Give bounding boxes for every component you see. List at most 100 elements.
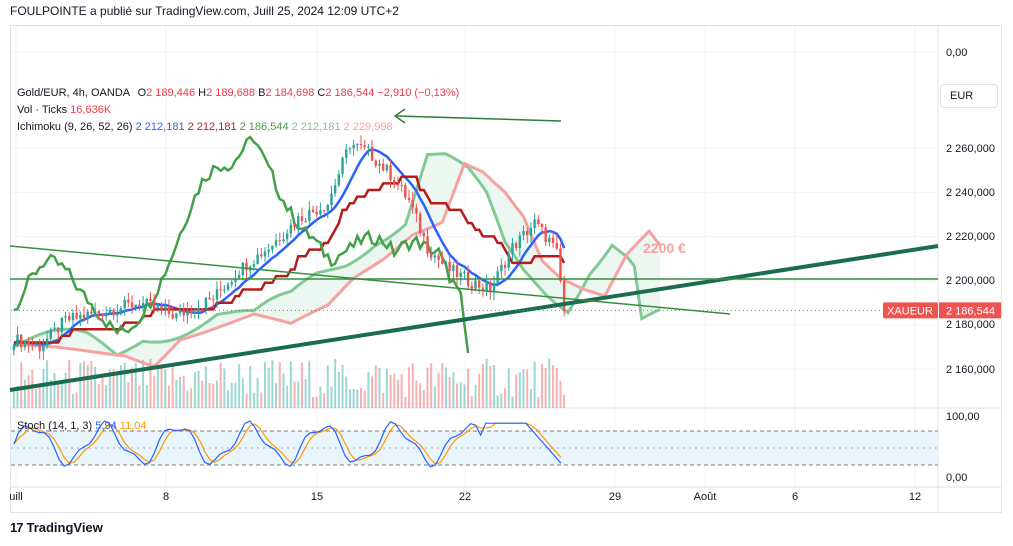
candle-body	[27, 341, 30, 346]
span-a-line	[13, 152, 661, 357]
candle-body	[411, 200, 414, 208]
candle-body	[38, 344, 41, 352]
volume-bar	[138, 385, 141, 408]
candle-body	[304, 220, 307, 222]
legend-stoch-row[interactable]: Stoch (14, 1, 3) 5,94 11,04	[17, 419, 146, 433]
candle-body	[223, 289, 226, 291]
legend-volume-value: 16,636K	[70, 104, 112, 116]
ich-span-b-value: 2 229,998	[343, 121, 393, 133]
currency-button[interactable]: EUR	[940, 84, 998, 108]
volume-bar	[470, 396, 473, 408]
volume-bar	[382, 392, 385, 408]
volume-bar	[526, 369, 529, 408]
volume-bar	[245, 393, 248, 408]
volume-bar	[496, 395, 499, 408]
volume-bar	[337, 371, 340, 408]
volume-bar	[97, 384, 100, 408]
volume-bar	[260, 392, 263, 408]
volume-bar	[256, 377, 259, 408]
candle-body	[141, 303, 145, 307]
volume-bar	[31, 369, 34, 408]
candle-body	[274, 240, 278, 246]
volume-bar	[234, 382, 237, 408]
volume-bars	[12, 358, 566, 408]
candle-body	[496, 271, 499, 284]
candle-body	[212, 299, 215, 301]
stoch-y-tick-label: 0,00	[946, 472, 967, 484]
volume-bar	[182, 376, 185, 408]
volume-bar	[315, 396, 318, 408]
stoch-d-line	[13, 422, 562, 465]
volume-bar	[411, 363, 414, 408]
volume-bar	[112, 369, 115, 408]
candle-body	[455, 265, 459, 278]
candles	[12, 135, 566, 360]
candle-body	[393, 180, 396, 185]
volume-bar	[319, 386, 322, 408]
candle-body	[175, 313, 178, 319]
tradingview-logo-icon: 17	[10, 520, 24, 535]
candle-body	[492, 283, 496, 293]
volume-bar	[49, 380, 52, 408]
y-tick-label: 2 200,000	[946, 275, 995, 287]
volume-bar	[419, 383, 422, 408]
volume-bar	[101, 374, 104, 408]
price-tag-value: 2 186,544	[946, 305, 995, 317]
candle-body	[478, 280, 481, 288]
candle-body	[93, 311, 97, 314]
volume-bar	[215, 380, 218, 408]
volume-bar	[42, 368, 45, 408]
candle-body	[333, 185, 337, 194]
volume-bar	[378, 368, 381, 408]
candle-body	[226, 284, 230, 290]
volume-bar	[71, 394, 74, 408]
candle-body	[444, 261, 448, 264]
volume-bar	[533, 361, 536, 408]
drawings: 2200 €	[9, 108, 939, 392]
volume-bar	[119, 365, 122, 408]
volume-bar	[504, 388, 507, 408]
candle-body	[167, 306, 171, 314]
footer-brand[interactable]: 17 TradingView	[10, 520, 103, 535]
candle-body	[381, 163, 385, 171]
volume-bar	[360, 388, 363, 408]
legend-ichimoku-row[interactable]: Ichimoku (9, 26, 52, 26) 2 212,181 2 212…	[17, 120, 393, 134]
volume-bar	[289, 361, 292, 408]
candle-body	[201, 307, 204, 309]
candle-body	[237, 275, 241, 279]
span-b-line	[13, 161, 662, 369]
candle-body	[345, 149, 348, 158]
volume-bar	[286, 385, 289, 408]
candle-body	[559, 248, 562, 281]
candle-body	[197, 307, 200, 313]
y-tick-label: 2 220,000	[946, 231, 995, 243]
legend-volume-row[interactable]: Vol · Ticks 16,636K	[17, 103, 111, 117]
volume-bar	[249, 366, 252, 408]
volume-bar	[467, 368, 470, 408]
ichimoku-lines	[12, 135, 662, 369]
candle-body	[526, 230, 529, 236]
volume-bar	[500, 393, 503, 408]
volume-bar	[507, 368, 510, 408]
candle-body	[160, 305, 163, 310]
legend-h-label: H	[198, 87, 207, 99]
candle-body	[322, 210, 326, 212]
legend-o-label: O	[137, 87, 147, 99]
candle-body	[31, 345, 34, 347]
candle-body	[485, 282, 488, 291]
volume-bar	[441, 362, 444, 408]
candle-body	[90, 311, 93, 314]
chikou-line	[13, 135, 470, 354]
candle-body	[134, 304, 137, 308]
candle-body	[53, 327, 56, 330]
candle-body	[370, 146, 374, 161]
candle-body	[156, 305, 160, 309]
y-tick-label: 0,00	[946, 47, 967, 59]
volume-bar	[518, 372, 521, 408]
candle-body	[256, 254, 259, 265]
candle-body	[293, 224, 296, 227]
volume-bar	[27, 375, 30, 408]
volume-bar	[57, 381, 60, 408]
candle-body	[149, 298, 152, 302]
